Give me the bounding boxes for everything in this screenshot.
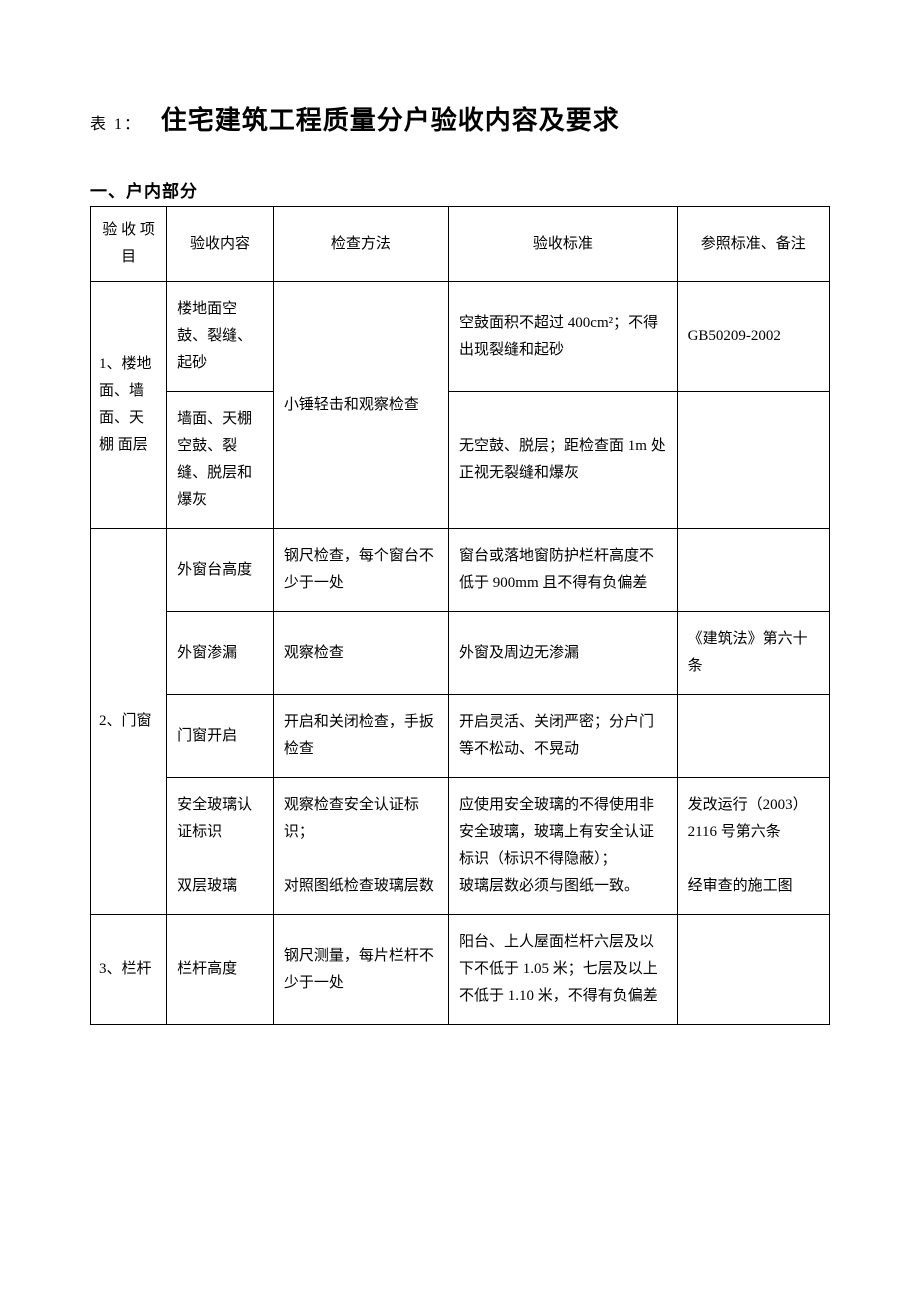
cell-content: 墙面、天棚空鼓、裂缝、脱层和爆灰 <box>167 392 274 529</box>
cell-standard: 开启灵活、关闭严密；分户门等不松动、不晃动 <box>449 695 678 778</box>
acceptance-table: 验 收 项 目 验收内容 检查方法 验收标准 参照标准、备注 1、楼地面、墙面、… <box>90 206 830 1025</box>
cell-standard: 窗台或落地窗防护栏杆高度不低于 900mm 且不得有负偏差 <box>449 529 678 612</box>
header-item: 验 收 项 目 <box>91 207 167 282</box>
header-standard: 验收标准 <box>449 207 678 282</box>
table-row: 墙面、天棚空鼓、裂缝、脱层和爆灰 无空鼓、脱层；距检查面 1m 处正视无裂缝和爆… <box>91 392 830 529</box>
cell-standard: 空鼓面积不超过 400cm²；不得出现裂缝和起砂 <box>449 282 678 392</box>
cell-method: 观察检查 <box>273 612 448 695</box>
cell-content: 楼地面空鼓、裂缝、起砂 <box>167 282 274 392</box>
cell-content: 外窗台高度 <box>167 529 274 612</box>
table-row: 1、楼地面、墙面、天 棚 面层 楼地面空鼓、裂缝、起砂 小锤轻击和观察检查 空鼓… <box>91 282 830 392</box>
header-content: 验收内容 <box>167 207 274 282</box>
cell-content: 外窗渗漏 <box>167 612 274 695</box>
table-row: 2、门窗 外窗台高度 钢尺检查，每个窗台不少于一处 窗台或落地窗防护栏杆高度不低… <box>91 529 830 612</box>
cell-ref <box>677 915 829 1025</box>
cell-standard: 应使用安全玻璃的不得使用非安全玻璃，玻璃上有安全认证标识（标识不得隐蔽）； 玻璃… <box>449 778 678 915</box>
cell-standard: 外窗及周边无渗漏 <box>449 612 678 695</box>
cell-method: 观察检查安全认证标识； 对照图纸检查玻璃层数 <box>273 778 448 915</box>
cell-item: 2、门窗 <box>91 529 167 915</box>
cell-item: 1、楼地面、墙面、天 棚 面层 <box>91 282 167 529</box>
cell-standard: 无空鼓、脱层；距检查面 1m 处正视无裂缝和爆灰 <box>449 392 678 529</box>
cell-ref <box>677 529 829 612</box>
cell-ref <box>677 392 829 529</box>
title-main: 住宅建筑工程质量分户验收内容及要求 <box>161 106 620 135</box>
cell-ref <box>677 695 829 778</box>
cell-content: 门窗开启 <box>167 695 274 778</box>
cell-ref: GB50209-2002 <box>677 282 829 392</box>
table-row: 3、栏杆 栏杆高度 钢尺测量，每片栏杆不少于一处 阳台、上人屋面栏杆六层及以下不… <box>91 915 830 1025</box>
cell-standard: 阳台、上人屋面栏杆六层及以下不低于 1.05 米；七层及以上不低于 1.10 米… <box>449 915 678 1025</box>
cell-method: 钢尺检查，每个窗台不少于一处 <box>273 529 448 612</box>
cell-ref: 《建筑法》第六十条 <box>677 612 829 695</box>
table-header-row: 验 收 项 目 验收内容 检查方法 验收标准 参照标准、备注 <box>91 207 830 282</box>
cell-content: 安全玻璃认证标识 双层玻璃 <box>167 778 274 915</box>
title-prefix: 表 1： <box>90 116 142 133</box>
table-row: 外窗渗漏 观察检查 外窗及周边无渗漏 《建筑法》第六十条 <box>91 612 830 695</box>
cell-method: 小锤轻击和观察检查 <box>273 282 448 529</box>
header-ref: 参照标准、备注 <box>677 207 829 282</box>
header-method: 检查方法 <box>273 207 448 282</box>
cell-method: 开启和关闭检查，手扳检查 <box>273 695 448 778</box>
cell-item: 3、栏杆 <box>91 915 167 1025</box>
table-row: 门窗开启 开启和关闭检查，手扳检查 开启灵活、关闭严密；分户门等不松动、不晃动 <box>91 695 830 778</box>
cell-method: 钢尺测量，每片栏杆不少于一处 <box>273 915 448 1025</box>
section-title: 一、户内部分 <box>90 177 830 202</box>
cell-ref: 发改运行（2003）2116 号第六条 经审查的施工图 <box>677 778 829 915</box>
document-title: 表 1： 住宅建筑工程质量分户验收内容及要求 <box>90 100 830 137</box>
table-row: 安全玻璃认证标识 双层玻璃 观察检查安全认证标识； 对照图纸检查玻璃层数 应使用… <box>91 778 830 915</box>
cell-content: 栏杆高度 <box>167 915 274 1025</box>
